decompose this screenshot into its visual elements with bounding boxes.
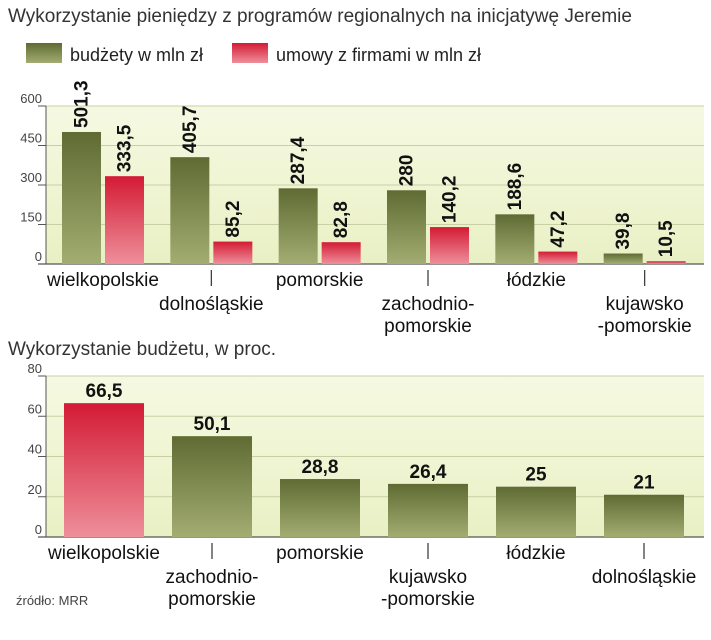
chart1-category-label: pomorskie bbox=[276, 270, 364, 291]
chart1-category-label: wielkopolskie bbox=[46, 270, 159, 291]
bar-budget-usage-value-label: 66,5 bbox=[86, 381, 123, 402]
chart2-category-label: kujawsko bbox=[389, 567, 467, 588]
bar-budget-usage-value-label: 21 bbox=[633, 473, 655, 494]
bar-budget-usage bbox=[172, 436, 252, 537]
legend-swatch-contracts bbox=[232, 43, 268, 63]
chart2-ytick-label: 0 bbox=[35, 522, 42, 537]
chart1-bars: 501,3 333,5 405,7 85,2 287,4 82,8 280 140,2 188,… bbox=[62, 80, 686, 264]
chart2-y-axis: 0 20 40 60 80 bbox=[28, 361, 704, 538]
bar-budget-usage bbox=[280, 479, 360, 537]
legend-label-budget: budżety w mln zł bbox=[70, 45, 203, 65]
chart1-category-labels: wielkopolskiedolnośląskiepomorskiezachod… bbox=[46, 270, 692, 337]
bar-budget-usage bbox=[388, 483, 468, 537]
bar-contracts-value-label: 82,8 bbox=[331, 201, 352, 238]
bar-budget-value-label: 501,3 bbox=[72, 80, 93, 128]
chart1-ytick-label: 600 bbox=[20, 91, 42, 106]
bar-budget-value-label: 39,8 bbox=[613, 213, 634, 250]
chart1-ytick-label: 300 bbox=[20, 170, 42, 185]
chart2-ytick-label: 40 bbox=[28, 442, 42, 457]
chart2-category-labels: wielkopolskie zachodnio-pomorskie pomorski… bbox=[47, 543, 696, 610]
chart1-title: Wykorzystanie pieniędzy z programów regi… bbox=[8, 6, 632, 27]
bar-budget-usage bbox=[604, 494, 684, 537]
chart2-category-label: zachodnio- bbox=[166, 567, 259, 588]
chart1-ytick-label: 0 bbox=[35, 249, 42, 264]
chart2-category-label: pomorskie bbox=[276, 543, 364, 564]
bar-budget bbox=[495, 214, 535, 264]
chart1-y-axis: 0 150 300 450 600 bbox=[20, 91, 704, 265]
chart2-bars: 66,5 50,1 28,8 26,4 25 21 bbox=[64, 381, 684, 537]
bar-budget-value-label: 405,7 bbox=[180, 106, 201, 154]
bar-contracts bbox=[213, 241, 253, 264]
bar-contracts bbox=[430, 227, 469, 264]
bar-budget-usage-value-label: 50,1 bbox=[194, 414, 231, 435]
chart1-category-label: łódzkie bbox=[507, 270, 566, 291]
chart1-category-label: -pomorskie bbox=[598, 316, 692, 337]
bar-contracts bbox=[538, 251, 578, 264]
bar-contracts bbox=[646, 261, 686, 264]
bar-budget bbox=[62, 131, 101, 264]
chart1-legend: budżety w mln zł umowy z firmami w mln z… bbox=[26, 43, 481, 65]
chart1-category-label: dolnośląskie bbox=[159, 294, 264, 315]
bar-budget bbox=[603, 253, 643, 264]
legend-label-contracts: umowy z firmami w mln zł bbox=[276, 45, 481, 65]
chart2-category-label: pomorskie bbox=[168, 589, 256, 610]
bar-budget bbox=[170, 157, 210, 264]
bar-contracts-value-label: 85,2 bbox=[223, 201, 244, 238]
bar-contracts bbox=[321, 242, 361, 264]
chart1-plot-area bbox=[46, 105, 704, 264]
bar-contracts-value-label: 333,5 bbox=[115, 124, 136, 172]
bar-budget-usage-value-label: 25 bbox=[525, 465, 547, 486]
bar-budget bbox=[387, 190, 426, 264]
chart2-ytick-label: 60 bbox=[28, 401, 42, 416]
bar-budget-usage bbox=[496, 486, 576, 537]
chart2-category-label: dolnośląskie bbox=[592, 567, 697, 588]
bar-budget-value-label: 280 bbox=[397, 155, 418, 187]
bar-budget-usage-value-label: 28,8 bbox=[302, 457, 339, 478]
bar-contracts-value-label: 140,2 bbox=[440, 176, 461, 224]
bar-budget bbox=[278, 188, 318, 264]
chart1-ytick-label: 150 bbox=[20, 210, 42, 225]
chart2-category-label: -pomorskie bbox=[381, 589, 475, 610]
chart1-category-label: zachodnio- bbox=[382, 294, 475, 315]
legend-swatch-budget bbox=[26, 43, 62, 63]
chart2-category-label: łódzkie bbox=[506, 543, 565, 564]
chart1-category-label: pomorskie bbox=[384, 316, 472, 337]
chart2-category-label: wielkopolskie bbox=[47, 543, 160, 564]
chart1-ytick-label: 450 bbox=[20, 131, 42, 146]
bar-budget-usage bbox=[64, 403, 144, 537]
chart2-plot-area bbox=[46, 375, 704, 537]
chart2-ytick-label: 20 bbox=[28, 482, 42, 497]
bar-budget-value-label: 188,6 bbox=[505, 163, 526, 211]
chart2-ytick-label: 80 bbox=[28, 361, 42, 376]
chart1-category-label: kujawsko bbox=[606, 294, 684, 315]
bar-budget-value-label: 287,4 bbox=[288, 136, 309, 184]
bar-contracts-value-label: 10,5 bbox=[656, 220, 677, 257]
chart2-title: Wykorzystanie budżetu, w proc. bbox=[8, 339, 276, 360]
source-note: źródło: MRR bbox=[16, 593, 88, 608]
bar-budget-usage-value-label: 26,4 bbox=[410, 462, 447, 483]
bar-contracts-value-label: 47,2 bbox=[548, 211, 569, 248]
bar-contracts bbox=[105, 176, 144, 264]
